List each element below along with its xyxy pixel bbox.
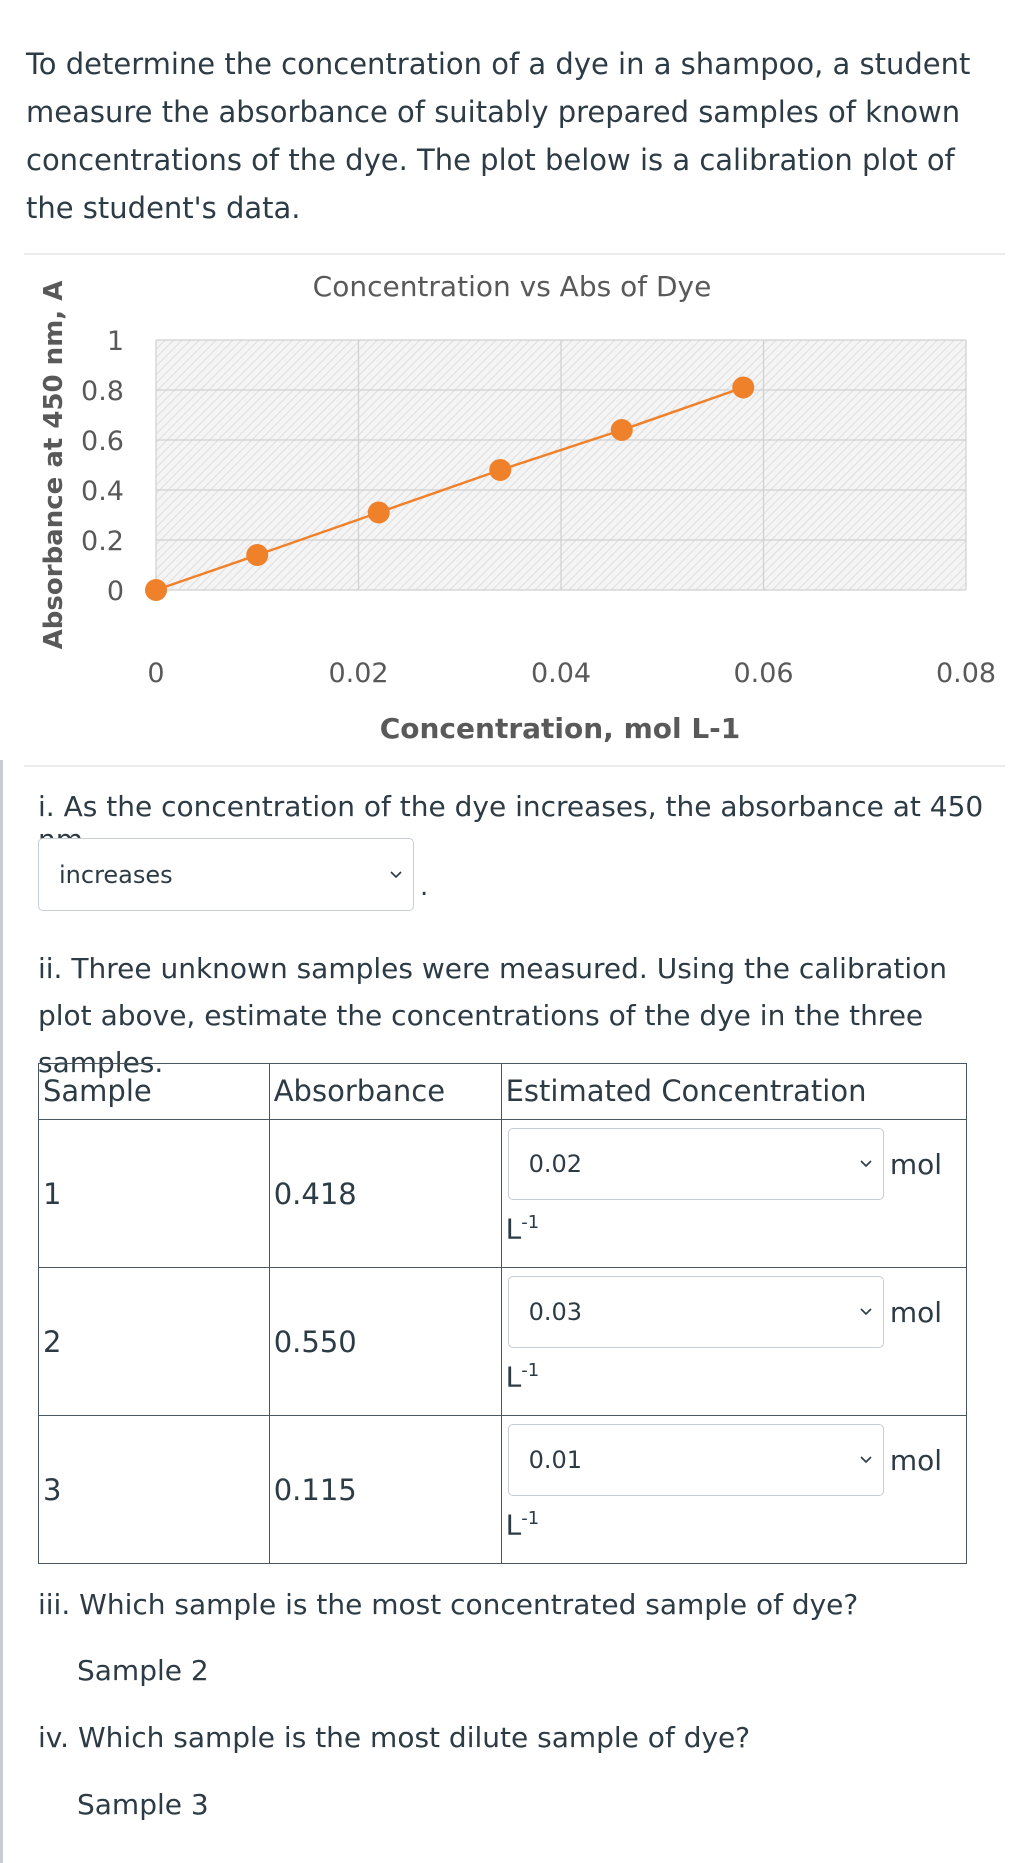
unit-exponent: -1 bbox=[521, 1508, 540, 1529]
question-3-answer: Sample 2 bbox=[77, 1654, 209, 1687]
table-header-row: Sample Absorbance Estimated Concentratio… bbox=[38, 1063, 968, 1120]
table-row: 1 0.418 0.02 mol L-1 bbox=[38, 1119, 968, 1268]
data-point bbox=[367, 501, 390, 524]
concentration-dropdown-value: 0.02 bbox=[528, 1150, 583, 1178]
x-axis-label: Concentration, mol L-1 bbox=[380, 712, 741, 745]
concentration-dropdown[interactable]: 0.03 bbox=[507, 1276, 884, 1348]
calibration-chart: Concentration vs Abs of Dye 0 0.2 0.4 0.6 0.… bbox=[0, 250, 1010, 770]
chevron-down-icon bbox=[860, 1456, 872, 1464]
unit-mol: mol bbox=[889, 1444, 942, 1477]
y-tick-label: 0.6 bbox=[81, 426, 124, 457]
question-4-answer: Sample 3 bbox=[77, 1788, 209, 1821]
intro-paragraph: To determine the concentration of a dye … bbox=[26, 47, 971, 225]
y-axis-label: Absorbance at 450 nm, A bbox=[39, 281, 69, 650]
data-point bbox=[732, 376, 755, 399]
chart-svg: Concentration vs Abs of Dye 0 0.2 0.4 0.6 0.… bbox=[24, 253, 1005, 767]
gridlines bbox=[155, 339, 967, 591]
chevron-down-icon bbox=[390, 870, 402, 878]
question-4-text: iv. Which sample is the most dilute samp… bbox=[38, 1721, 751, 1754]
concentration-cell: 0.02 mol L-1 bbox=[500, 1119, 968, 1268]
x-tick-label: 0 bbox=[147, 658, 164, 689]
data-point bbox=[145, 579, 167, 601]
x-tick-label: 0.02 bbox=[328, 658, 388, 689]
y-tick-label: 0.8 bbox=[81, 376, 124, 407]
unit-liter: L-1 bbox=[506, 1212, 540, 1245]
y-tick-labels: 0 0.2 0.4 0.6 0.8 1 bbox=[81, 326, 124, 607]
x-tick-label: 0.04 bbox=[531, 658, 591, 689]
sample-number: 1 bbox=[38, 1119, 270, 1268]
unit-liter-symbol: L bbox=[505, 1508, 522, 1542]
x-tick-labels: 0 0.02 0.04 0.06 0.08 bbox=[147, 658, 996, 689]
samples-table: Sample Absorbance Estimated Concentratio… bbox=[38, 1063, 968, 1564]
concentration-dropdown-value: 0.03 bbox=[528, 1298, 583, 1326]
data-point bbox=[246, 544, 269, 566]
data-point bbox=[489, 459, 512, 481]
sample-number: 3 bbox=[38, 1415, 270, 1564]
concentration-dropdown[interactable]: 0.02 bbox=[507, 1128, 884, 1200]
unit-liter-symbol: L bbox=[505, 1212, 522, 1246]
x-tick-label: 0.08 bbox=[936, 658, 996, 689]
table-row: 3 0.115 0.01 mol L-1 bbox=[38, 1415, 968, 1564]
series-line bbox=[155, 386, 744, 592]
concentration-dropdown[interactable]: 0.01 bbox=[507, 1424, 884, 1496]
unit-liter: L-1 bbox=[506, 1360, 540, 1393]
y-tick-label: 0.4 bbox=[81, 476, 124, 507]
unit-liter-symbol: L bbox=[505, 1360, 522, 1394]
concentration-cell: 0.03 mol L-1 bbox=[500, 1267, 968, 1416]
data-point bbox=[610, 419, 633, 441]
y-tick-label: 0.2 bbox=[81, 526, 124, 557]
unit-mol: mol bbox=[889, 1148, 942, 1181]
header-concentration: Estimated Concentration bbox=[500, 1063, 968, 1120]
absorbance-value: 0.418 bbox=[268, 1119, 502, 1268]
header-absorbance: Absorbance bbox=[268, 1063, 502, 1120]
absorbance-value: 0.550 bbox=[268, 1267, 502, 1416]
unit-exponent: -1 bbox=[521, 1360, 540, 1381]
chevron-down-icon bbox=[860, 1160, 872, 1168]
content-left-border bbox=[0, 760, 3, 1863]
trend-dropdown[interactable]: increases bbox=[38, 838, 414, 911]
question-1-period: . bbox=[420, 872, 429, 902]
sample-number: 2 bbox=[38, 1267, 270, 1416]
concentration-cell: 0.01 mol L-1 bbox=[500, 1415, 968, 1564]
unit-exponent: -1 bbox=[521, 1212, 540, 1233]
unit-mol: mol bbox=[889, 1296, 942, 1329]
chevron-down-icon bbox=[860, 1308, 872, 1316]
unit-liter: L-1 bbox=[506, 1508, 540, 1541]
absorbance-value: 0.115 bbox=[268, 1415, 502, 1564]
chart-title: Concentration vs Abs of Dye bbox=[313, 270, 712, 303]
trend-dropdown-value: increases bbox=[59, 860, 173, 889]
data-points bbox=[145, 376, 755, 601]
header-sample: Sample bbox=[38, 1063, 270, 1120]
y-tick-label: 0 bbox=[107, 576, 124, 607]
question-3-text: iii. Which sample is the most concentrat… bbox=[38, 1588, 859, 1621]
concentration-dropdown-value: 0.01 bbox=[528, 1446, 583, 1474]
x-tick-label: 0.06 bbox=[733, 658, 793, 689]
table-row: 2 0.550 0.03 mol L-1 bbox=[38, 1267, 968, 1416]
y-tick-label: 1 bbox=[107, 326, 124, 357]
